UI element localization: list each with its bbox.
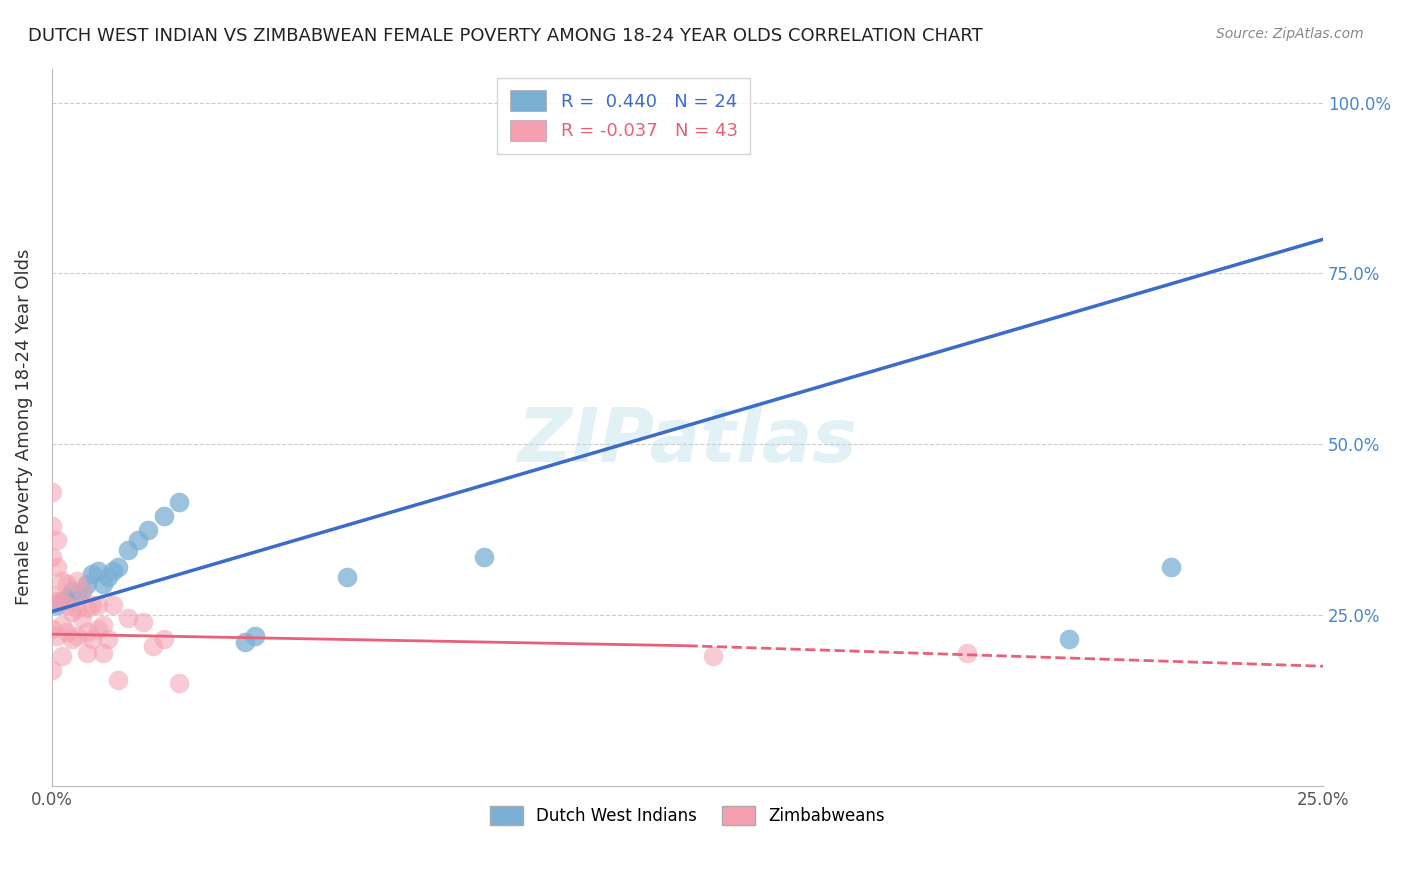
Point <box>41 587 63 601</box>
Point <box>86 564 108 578</box>
Point <box>82 632 104 646</box>
Text: DUTCH WEST INDIAN VS ZIMBABWEAN FEMALE POVERTY AMONG 18-24 YEAR OLDS CORRELATION: DUTCH WEST INDIAN VS ZIMBABWEAN FEMALE P… <box>28 27 983 45</box>
Point <box>66 587 89 601</box>
Point <box>91 577 114 591</box>
Point <box>41 663 63 677</box>
Point <box>45 594 67 608</box>
Point <box>45 533 67 547</box>
Point <box>243 628 266 642</box>
Point <box>132 615 155 629</box>
Point <box>101 598 124 612</box>
Point <box>41 519 63 533</box>
Point <box>152 632 174 646</box>
Point <box>107 673 129 687</box>
Point <box>1160 560 1182 574</box>
Point <box>127 533 149 547</box>
Point <box>86 598 108 612</box>
Point <box>41 549 63 564</box>
Point <box>76 625 98 640</box>
Point <box>97 632 120 646</box>
Point <box>107 560 129 574</box>
Point <box>167 495 190 509</box>
Point <box>72 611 94 625</box>
Point <box>97 570 120 584</box>
Text: ZIPatlas: ZIPatlas <box>517 405 858 478</box>
Point <box>472 549 495 564</box>
Point <box>86 622 108 636</box>
Point <box>45 628 67 642</box>
Point <box>66 628 89 642</box>
Point <box>167 676 190 690</box>
Point <box>82 598 104 612</box>
Point <box>101 564 124 578</box>
Point <box>51 594 73 608</box>
Point <box>117 543 139 558</box>
Point <box>45 598 67 612</box>
Point <box>56 625 79 640</box>
Point <box>51 618 73 632</box>
Point <box>702 648 724 663</box>
Legend: Dutch West Indians, Zimbabweans: Dutch West Indians, Zimbabweans <box>479 796 896 835</box>
Point <box>66 601 89 615</box>
Point <box>41 622 63 636</box>
Point <box>336 570 359 584</box>
Point <box>76 601 98 615</box>
Point <box>82 567 104 582</box>
Point <box>72 584 94 599</box>
Point <box>91 618 114 632</box>
Point <box>60 632 83 646</box>
Point <box>76 577 98 591</box>
Point <box>233 635 256 649</box>
Point <box>60 584 83 599</box>
Point <box>142 639 165 653</box>
Point <box>66 574 89 588</box>
Point <box>45 560 67 574</box>
Y-axis label: Female Poverty Among 18-24 Year Olds: Female Poverty Among 18-24 Year Olds <box>15 249 32 606</box>
Point <box>117 611 139 625</box>
Point <box>152 508 174 523</box>
Point <box>51 648 73 663</box>
Point <box>60 605 83 619</box>
Point <box>41 485 63 500</box>
Point <box>51 594 73 608</box>
Text: Source: ZipAtlas.com: Source: ZipAtlas.com <box>1216 27 1364 41</box>
Point <box>56 598 79 612</box>
Point <box>72 584 94 599</box>
Point <box>1057 632 1080 646</box>
Point <box>56 591 79 605</box>
Point <box>956 646 979 660</box>
Point <box>76 646 98 660</box>
Point <box>56 577 79 591</box>
Point <box>138 523 160 537</box>
Point <box>91 646 114 660</box>
Point <box>51 574 73 588</box>
